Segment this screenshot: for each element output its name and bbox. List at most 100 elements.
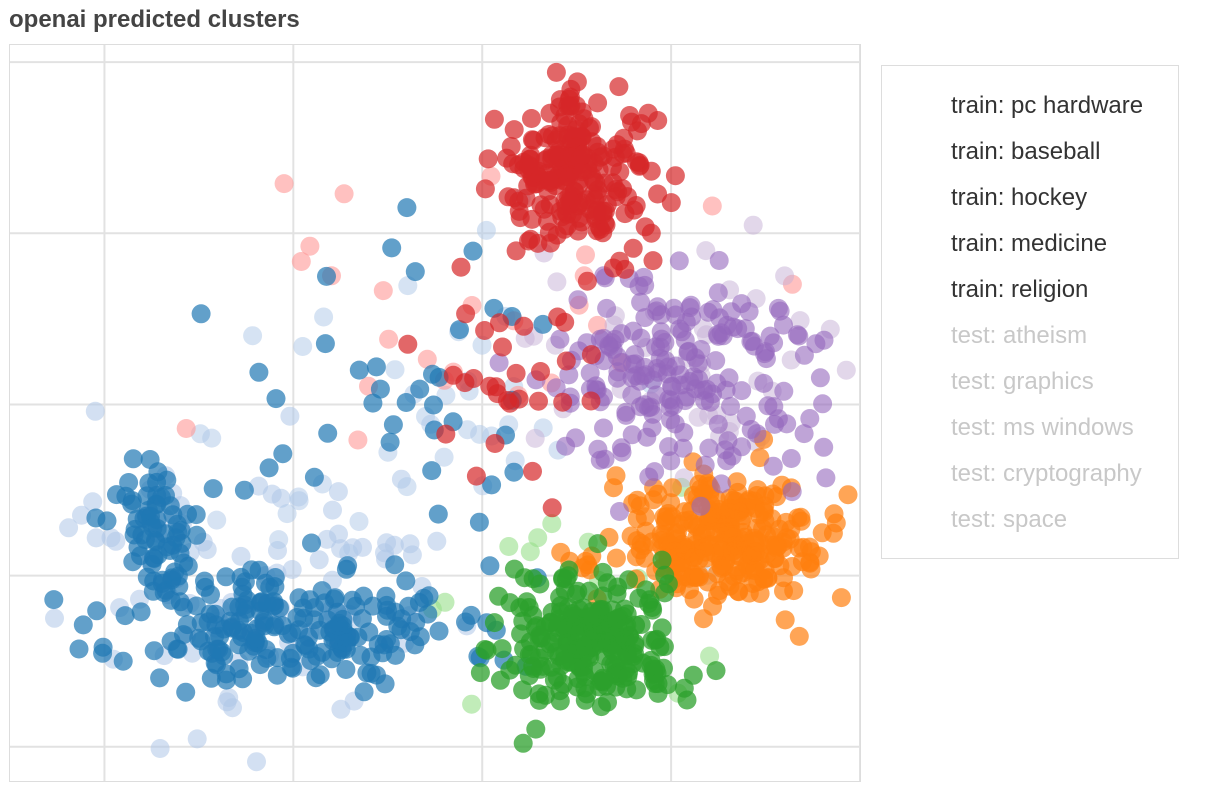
data-point [782, 482, 802, 502]
data-point [720, 508, 740, 528]
legend-item[interactable]: test: cryptography [951, 460, 1142, 487]
data-point [504, 120, 524, 140]
plot-area[interactable] [9, 44, 861, 782]
series-train-pc-hardware [44, 198, 553, 702]
data-point [661, 193, 681, 213]
data-point [650, 337, 670, 357]
data-point [655, 565, 675, 585]
data-point [443, 365, 463, 385]
series-train-medicine [398, 62, 685, 518]
data-point [588, 93, 608, 113]
legend-item[interactable]: test: graphics [951, 368, 1094, 395]
data-point [576, 245, 595, 265]
data-point [73, 615, 93, 635]
data-point [418, 604, 438, 624]
legend-item[interactable]: train: hockey [951, 184, 1088, 211]
data-point [577, 271, 597, 291]
data-point [489, 353, 509, 373]
data-point [728, 581, 748, 601]
data-point [300, 236, 320, 256]
data-point [86, 528, 106, 548]
data-point [489, 586, 509, 606]
data-point [800, 553, 820, 573]
data-point [504, 462, 524, 482]
data-point [593, 586, 613, 606]
data-point [542, 514, 562, 534]
data-point [396, 571, 416, 591]
data-point [530, 659, 550, 679]
data-point [514, 316, 534, 336]
data-point [269, 530, 289, 550]
data-point [706, 489, 726, 509]
data-point [606, 466, 626, 486]
legend-item[interactable]: train: religion [951, 276, 1089, 303]
data-point [760, 326, 780, 346]
data-point [699, 438, 719, 458]
data-point [424, 395, 443, 415]
data-point [789, 326, 809, 346]
data-point [559, 167, 579, 187]
data-point [484, 109, 504, 129]
data-point [675, 502, 695, 522]
data-point [152, 573, 172, 593]
data-point [143, 548, 163, 568]
data-point [603, 600, 623, 620]
data-point [174, 625, 193, 645]
legend-item[interactable]: train: medicine [951, 230, 1108, 257]
data-point [363, 393, 383, 413]
data-point [666, 524, 686, 544]
data-point [814, 437, 834, 457]
data-point [540, 103, 560, 123]
data-point [186, 505, 206, 525]
data-point [718, 431, 738, 451]
data-point [594, 670, 614, 690]
data-point [475, 321, 495, 340]
chart-title: openai predicted clusters [9, 6, 300, 33]
data-point [522, 109, 541, 128]
data-point [87, 601, 107, 621]
legend-item[interactable]: test: atheism [951, 322, 1088, 349]
data-point [669, 251, 689, 271]
data-point [575, 636, 595, 656]
legend-item[interactable]: train: pc hardware [951, 92, 1144, 119]
data-point [267, 665, 287, 685]
data-point [503, 154, 523, 174]
data-point [622, 425, 642, 445]
data-point [469, 512, 489, 532]
data-point [380, 432, 400, 452]
legend: train: pc hardware train: baseball train: … [881, 65, 1179, 559]
data-point [588, 534, 608, 554]
data-point [492, 639, 512, 659]
series-train-hockey [470, 534, 726, 753]
data-point [349, 512, 369, 531]
data-point [434, 447, 454, 467]
data-point [373, 281, 393, 301]
data-point [555, 191, 575, 211]
data-point [470, 663, 490, 683]
data-point [456, 612, 475, 632]
legend-item[interactable]: test: ms windows [951, 414, 1134, 441]
data-point [703, 596, 722, 616]
data-point [317, 266, 336, 286]
data-point [722, 446, 742, 466]
data-point [309, 550, 329, 570]
data-point [366, 357, 386, 377]
data-point [328, 482, 348, 502]
data-point [648, 484, 668, 504]
legend-item[interactable]: test: space [951, 506, 1068, 533]
data-point [259, 458, 279, 478]
data-point [249, 560, 269, 580]
data-point [282, 560, 302, 579]
data-point [584, 171, 604, 191]
scatter-plot[interactable] [10, 45, 860, 781]
data-point [478, 149, 498, 169]
data-point [232, 577, 252, 597]
data-point [523, 569, 543, 589]
data-point [774, 568, 793, 588]
data-point [289, 491, 309, 511]
data-point [708, 414, 728, 434]
data-point [264, 592, 284, 612]
data-point [44, 590, 64, 610]
legend-item[interactable]: train: baseball [951, 138, 1101, 165]
data-point [642, 418, 662, 438]
